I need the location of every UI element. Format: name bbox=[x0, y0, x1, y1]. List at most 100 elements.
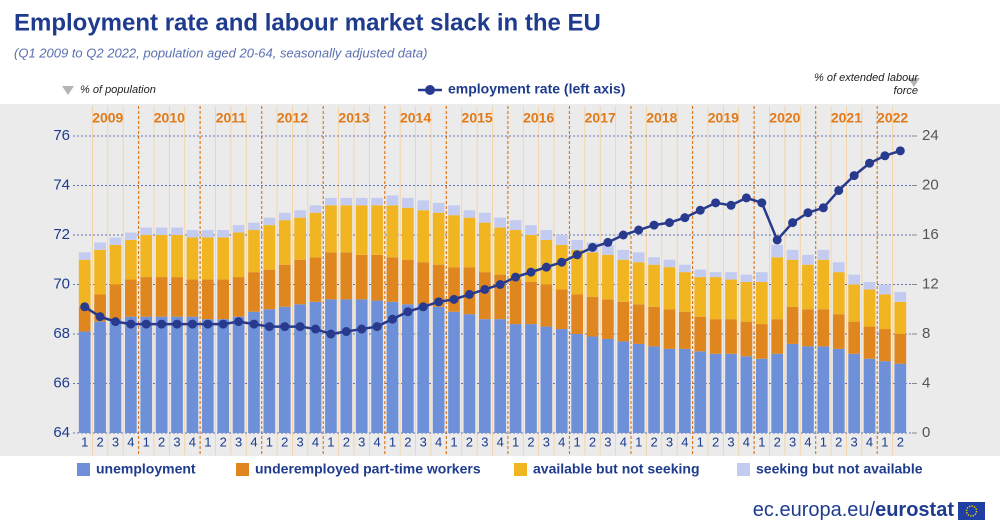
bar-segment bbox=[340, 205, 353, 253]
line-marker bbox=[788, 218, 798, 228]
y2-tick-label: 0 bbox=[922, 424, 930, 441]
x-tick-label: 1 bbox=[450, 434, 457, 449]
y2-tick-label: 4 bbox=[922, 374, 930, 391]
x-tick-label: 1 bbox=[327, 434, 334, 449]
bar-segment bbox=[879, 361, 891, 433]
bar-segment bbox=[294, 217, 306, 260]
bar-segment bbox=[448, 267, 460, 312]
bar-segment bbox=[263, 309, 276, 433]
legend-swatch bbox=[236, 463, 249, 476]
bar-segment bbox=[371, 205, 383, 255]
legend-label: employment rate (left axis) bbox=[448, 81, 625, 97]
bar-segment bbox=[355, 197, 368, 206]
bar-segment bbox=[386, 205, 399, 258]
bar-segment bbox=[432, 264, 445, 307]
line-marker bbox=[680, 213, 690, 223]
x-tick-label: 2 bbox=[466, 434, 473, 449]
bar-segment bbox=[201, 319, 214, 433]
bar-segment bbox=[786, 343, 799, 433]
x-tick-label: 3 bbox=[173, 434, 180, 449]
bar-segment bbox=[217, 279, 230, 320]
line-marker bbox=[449, 294, 459, 304]
bar-segment bbox=[679, 311, 691, 349]
legend-label: available but not seeking bbox=[533, 461, 700, 477]
bar-segment bbox=[125, 232, 137, 240]
bar-segment bbox=[294, 210, 306, 218]
bar-segment bbox=[340, 252, 353, 300]
bar-segment bbox=[802, 346, 814, 433]
legend-swatch bbox=[514, 463, 527, 476]
year-label: 2022 bbox=[877, 110, 908, 126]
bar-segment bbox=[648, 306, 660, 347]
x-tick-label: 4 bbox=[620, 434, 627, 449]
bar-segment bbox=[525, 282, 537, 325]
line-marker bbox=[341, 327, 351, 337]
line-marker bbox=[357, 324, 367, 334]
bar-segment bbox=[709, 272, 722, 278]
bar-segment bbox=[448, 205, 460, 216]
bar-segment bbox=[509, 230, 522, 280]
bar-segment bbox=[555, 244, 568, 290]
bar-segment bbox=[740, 274, 753, 283]
year-label: 2014 bbox=[400, 110, 431, 126]
line-marker bbox=[511, 272, 521, 282]
x-tick-label: 4 bbox=[497, 434, 504, 449]
bar-segment bbox=[740, 356, 753, 433]
bar-segment bbox=[540, 326, 553, 433]
bar-segment bbox=[755, 272, 768, 283]
bar-segment bbox=[848, 274, 860, 285]
bar-segment bbox=[694, 277, 707, 317]
bar-segment bbox=[679, 264, 691, 273]
bar-segment bbox=[78, 306, 91, 332]
x-tick-label: 3 bbox=[666, 434, 673, 449]
y-tick-label: 66 bbox=[53, 374, 70, 391]
bar-segment bbox=[848, 321, 860, 354]
bar-segment bbox=[602, 254, 614, 300]
line-marker bbox=[757, 198, 767, 208]
year-label: 2021 bbox=[831, 110, 862, 126]
bar-segment bbox=[817, 259, 830, 310]
bar-segment bbox=[509, 220, 522, 231]
bar-segment bbox=[740, 282, 753, 322]
bar-segment bbox=[325, 252, 337, 300]
bar-segment bbox=[140, 316, 153, 433]
bar-segment bbox=[879, 284, 891, 295]
bar-segment bbox=[894, 291, 907, 302]
y-tick-label: 64 bbox=[53, 424, 70, 441]
bar-segment bbox=[171, 227, 183, 235]
bar-segment bbox=[371, 300, 383, 433]
bar-segment bbox=[294, 259, 306, 305]
year-label: 2018 bbox=[646, 110, 677, 126]
bar-segment bbox=[817, 309, 830, 347]
bar-segment bbox=[525, 225, 537, 235]
legend-swatch bbox=[737, 463, 750, 476]
bar-segment bbox=[171, 235, 183, 278]
bar-segment bbox=[832, 348, 845, 433]
bar-segment bbox=[571, 249, 583, 295]
axis-marker bbox=[62, 86, 74, 95]
bar-segment bbox=[417, 304, 430, 433]
legend-swatch bbox=[77, 463, 90, 476]
bar-segment bbox=[863, 289, 876, 327]
bar-segment bbox=[417, 262, 430, 305]
year-label: 2016 bbox=[523, 110, 554, 126]
x-tick-label: 3 bbox=[420, 434, 427, 449]
line-marker bbox=[695, 205, 705, 215]
x-tick-label: 1 bbox=[81, 434, 88, 449]
bar-segment bbox=[478, 319, 491, 433]
bar-segment bbox=[186, 316, 199, 433]
bar-segment bbox=[478, 272, 491, 320]
year-label: 2020 bbox=[769, 110, 800, 126]
x-tick-label: 4 bbox=[373, 434, 380, 449]
bar-segment bbox=[679, 348, 691, 433]
bar-segment bbox=[309, 301, 322, 433]
bar-segment bbox=[540, 239, 553, 285]
line-marker bbox=[711, 198, 721, 208]
y2-axis-label: % of extended labour force bbox=[814, 72, 918, 97]
bar-segment bbox=[448, 215, 460, 268]
x-tick-label: 2 bbox=[650, 434, 657, 449]
bar-segment bbox=[755, 282, 768, 325]
bar-segment bbox=[94, 294, 106, 322]
x-tick-label: 1 bbox=[820, 434, 827, 449]
chart-subtitle: (Q1 2009 to Q2 2022, population aged 20-… bbox=[14, 45, 427, 60]
